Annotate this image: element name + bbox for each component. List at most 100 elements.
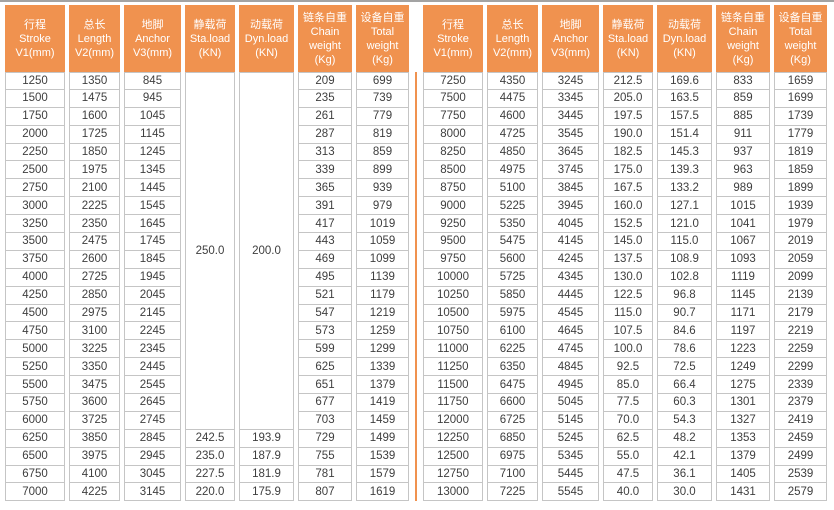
table-row: 2500 1975 1345 339 899 — [5, 161, 409, 180]
data-cell: 4000 — [5, 268, 65, 287]
table-row: 1750 1600 1045 261 779 — [5, 107, 409, 126]
data-cell: 115.0 — [657, 233, 712, 251]
header-line: (KN) — [198, 46, 222, 59]
table-row: 10500 5975 4545 115.0 90.7 1171 2179 — [423, 304, 827, 323]
table-row: 6000 3725 2745 703 1459 — [5, 411, 409, 430]
header-line: 行程 — [24, 18, 46, 31]
data-cell: 945 — [124, 89, 181, 108]
table-row: 11250 6350 4845 92.5 72.5 1249 2299 — [423, 358, 827, 377]
data-cell: 3475 — [69, 376, 120, 395]
data-cell: 2059 — [774, 250, 827, 269]
data-cell: 3250 — [5, 215, 65, 234]
header-cell-col7: 设备自重 Total weight (Kg) — [774, 5, 827, 72]
data-cell: 2379 — [774, 394, 827, 412]
data-cell: 10000 — [423, 268, 483, 287]
header-line: 链条自重 — [303, 11, 347, 24]
data-cell: 212.5 — [603, 72, 653, 90]
data-cell: 92.5 — [603, 358, 653, 377]
table-row: 12750 7100 5445 47.5 36.1 1405 2539 — [423, 465, 827, 484]
data-cell: 6000 — [5, 411, 65, 430]
data-cell: 5475 — [487, 233, 538, 251]
data-cell: 4500 — [5, 304, 65, 323]
data-cell: 833 — [716, 72, 770, 90]
table-row: 3500 2475 1745 443 1059 — [5, 233, 409, 251]
data-cell: 1045 — [124, 107, 181, 126]
header-line: 静载荷 — [193, 18, 227, 31]
data-cell: 84.6 — [657, 322, 712, 341]
data-cell: 4745 — [542, 340, 599, 359]
data-cell: 5225 — [487, 197, 538, 216]
header-line: Dyn.load — [244, 32, 289, 45]
data-cell: 85.0 — [603, 376, 653, 395]
data-cell: 443 — [298, 233, 352, 251]
data-cell: 187.9 — [239, 447, 294, 466]
data-cell: 1600 — [69, 107, 120, 126]
header-line: (Kg) — [314, 53, 336, 66]
data-cell: 2445 — [124, 358, 181, 377]
data-cell: 521 — [298, 286, 352, 305]
header-cell-col6: 链条自重 Chain weight (Kg) — [298, 5, 352, 72]
data-cell: 729 — [298, 429, 352, 448]
header-cell-col3: 地脚 Anchor V3(mm) — [542, 5, 599, 72]
data-cell: 12750 — [423, 465, 483, 484]
data-cell: 261 — [298, 107, 352, 126]
data-cell: 77.5 — [603, 394, 653, 412]
data-cell: 62.5 — [603, 429, 653, 448]
table-row: 4750 3100 2245 573 1259 — [5, 322, 409, 341]
data-cell: 3725 — [69, 411, 120, 430]
data-cell: 1041 — [716, 215, 770, 234]
data-cell: 6475 — [487, 376, 538, 395]
data-cell: 242.5 — [185, 429, 235, 448]
header-line: V1(mm) — [433, 46, 473, 59]
data-cell: 1659 — [774, 72, 827, 90]
header-line: Chain — [310, 25, 340, 38]
header-line: 设备自重 — [778, 11, 823, 24]
header-line: V3(mm) — [132, 46, 173, 59]
data-cell: 227.5 — [185, 465, 235, 484]
data-cell: 1299 — [356, 340, 409, 359]
data-cell: 1750 — [5, 107, 65, 126]
table-row: 11750 6600 5045 77.5 60.3 1301 2379 — [423, 394, 827, 412]
data-cell: 5850 — [487, 286, 538, 305]
data-cell: 4225 — [69, 483, 120, 502]
data-cell: 30.0 — [657, 483, 712, 502]
data-cell: 70.0 — [603, 411, 653, 430]
table-row: 4250 2850 2045 521 1179 — [5, 286, 409, 305]
data-cell: 145.0 — [603, 233, 653, 251]
data-cell: 2725 — [69, 268, 120, 287]
data-cell: 4345 — [542, 268, 599, 287]
data-cell: 5500 — [5, 376, 65, 395]
data-cell: 235.0 — [185, 447, 235, 466]
data-cell: 573 — [298, 322, 352, 341]
data-cell: 1249 — [716, 358, 770, 377]
table-row: 12500 6975 5345 55.0 42.1 1379 2499 — [423, 447, 827, 466]
data-cell: 10750 — [423, 322, 483, 341]
data-cell: 5145 — [542, 411, 599, 430]
data-cell: 1015 — [716, 197, 770, 216]
data-cell: 2345 — [124, 340, 181, 359]
data-cell: 11500 — [423, 376, 483, 395]
table-row: 2750 2100 1445 365 939 — [5, 179, 409, 198]
header-line: Stroke — [19, 32, 51, 45]
data-cell: 7750 — [423, 107, 483, 126]
data-cell: 625 — [298, 358, 352, 377]
data-cell: 6975 — [487, 447, 538, 466]
data-cell: 1431 — [716, 483, 770, 502]
data-cell: 2745 — [124, 411, 181, 430]
data-cell: 2845 — [124, 429, 181, 448]
header-line: 地脚 — [559, 18, 582, 31]
data-cell: 1067 — [716, 233, 770, 251]
data-cell: 4475 — [487, 89, 538, 108]
data-cell: 2000 — [5, 125, 65, 144]
data-cell: 899 — [356, 161, 409, 180]
data-cell: 1979 — [774, 215, 827, 234]
data-cell: 2045 — [124, 286, 181, 305]
data-cell: 4545 — [542, 304, 599, 323]
data-cell: 5245 — [542, 429, 599, 448]
data-cell: 3545 — [542, 125, 599, 144]
data-cell: 7225 — [487, 483, 538, 502]
data-cell: 2225 — [69, 197, 120, 216]
table-row: 1500 1475 945 235 739 — [5, 89, 409, 108]
data-cell: 4245 — [542, 250, 599, 269]
data-cell: 2179 — [774, 304, 827, 323]
